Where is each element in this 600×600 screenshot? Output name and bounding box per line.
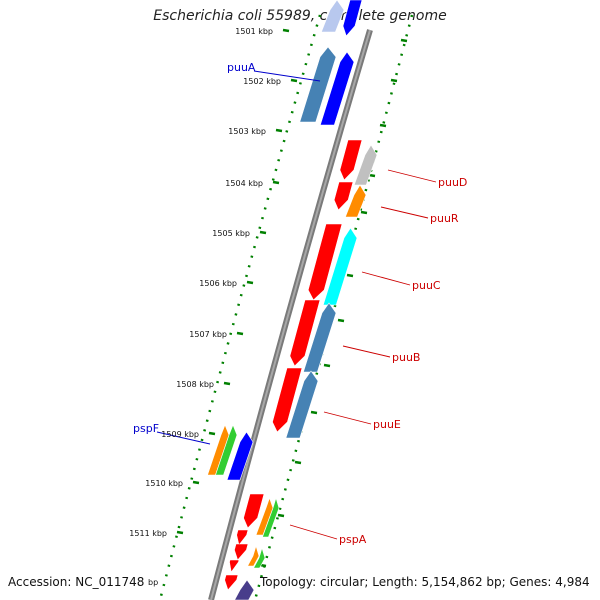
scale-tick-right-11 (277, 513, 285, 518)
gene-puuD-red[interactable] (339, 139, 363, 181)
scale-tick-right-9 (310, 410, 318, 415)
scale-tick-right-3 (379, 123, 387, 128)
leader-puuA (253, 70, 321, 82)
kbp-label-11: 1511 kbp (129, 529, 167, 538)
truncated-bp-label: bp (148, 578, 158, 587)
leader-puuB (342, 345, 391, 358)
scale-tick-left-3 (275, 128, 283, 133)
scale-tick-left-10 (192, 480, 200, 485)
scale-tick-right-10 (294, 460, 302, 465)
gene-pspD-green[interactable] (253, 546, 266, 569)
right-scale-line (253, 14, 414, 600)
gene-label-puuR[interactable]: puuR (430, 212, 459, 225)
kbp-label-2: 1502 kbp (243, 77, 281, 86)
gene-pspF-blue[interactable] (226, 431, 254, 481)
gene-bottom-slate[interactable] (234, 579, 255, 600)
gene-puuC-red[interactable] (307, 223, 343, 301)
kbp-label-6: 1506 kbp (199, 279, 237, 288)
kbp-label-7: 1507 kbp (189, 330, 227, 339)
kbp-label-8: 1508 kbp (176, 380, 214, 389)
kbp-label-9: 1509 kbp (161, 430, 199, 439)
scale-tick-left-7 (236, 331, 244, 336)
gene-pspA-green[interactable] (262, 496, 280, 538)
kbp-label-5: 1505 kbp (212, 229, 250, 238)
scale-tick-left-8 (223, 381, 231, 386)
scale-tick-left-1 (282, 28, 290, 33)
gene-pspG-red[interactable] (224, 574, 239, 591)
kbp-label-1: 1501 kbp (235, 27, 273, 36)
gene-pspA[interactable] (255, 497, 274, 536)
gene-puuA[interactable] (319, 51, 355, 126)
gene-pspC-red[interactable] (234, 543, 249, 561)
scale-tick-left-5 (259, 230, 267, 235)
gene-puuR-red[interactable] (333, 181, 354, 211)
gene-puuE-red[interactable] (272, 367, 303, 433)
leader-puuR (380, 206, 429, 219)
leader-pspA (289, 524, 338, 540)
leader-puuC (361, 271, 411, 286)
gene-pspF[interactable] (215, 424, 238, 476)
gene-puuA-blue[interactable] (299, 46, 337, 123)
gene-label-puuE[interactable]: puuE (373, 418, 401, 431)
scale-tick-right-5 (360, 210, 368, 215)
gene-pspE-red[interactable] (229, 559, 240, 573)
gene-label-pspF[interactable]: pspF (133, 422, 159, 435)
gene-puuR[interactable] (344, 184, 367, 218)
scale-tick-left-4 (272, 180, 280, 185)
scale-tick-right-2 (390, 78, 398, 83)
topology-label: Topology: circular; Length: 5,154,862 bp… (260, 575, 590, 589)
accession-label: Accession: NC_011748 (8, 575, 145, 589)
scale-tick-right-1 (400, 38, 408, 43)
gene-puuB-red[interactable] (289, 299, 321, 367)
gene-pspA-red[interactable] (243, 493, 265, 529)
scale-tick-left-6 (246, 280, 254, 285)
gene-label-puuA[interactable]: puuA (227, 61, 256, 74)
kbp-label-10: 1510 kbp (145, 479, 183, 488)
gene-label-pspA[interactable]: pspA (339, 533, 367, 546)
gene-label-puuC[interactable]: puuC (412, 279, 441, 292)
scale-tick-left-2 (290, 78, 298, 83)
scale-tick-right-8 (323, 363, 331, 368)
gene-pspD-orange[interactable] (247, 544, 260, 567)
kbp-label-4: 1504 kbp (225, 179, 263, 188)
scale-tick-right-6 (346, 273, 354, 278)
gene-puuE[interactable] (285, 370, 319, 439)
gene-label-puuB[interactable]: puuB (392, 351, 420, 364)
scale-tick-right-7 (337, 318, 345, 323)
kbp-label-3: 1503 kbp (228, 127, 266, 136)
leader-pspF (156, 431, 211, 445)
gene-label-puuD[interactable]: puuD (438, 176, 467, 189)
gene-pspF-orange[interactable] (207, 424, 230, 476)
gene-top-right[interactable] (342, 0, 363, 37)
gene-pspB-red[interactable] (236, 529, 249, 546)
map-title: Escherichia coli 55989, complete genome (153, 8, 447, 24)
scale-tick-left-11 (176, 530, 184, 535)
leader-puuE (323, 411, 372, 425)
leader-puuD (387, 169, 437, 183)
left-scale-line (158, 14, 322, 600)
gene-top-left[interactable] (320, 0, 345, 33)
scale-tick-left-9 (208, 431, 216, 436)
